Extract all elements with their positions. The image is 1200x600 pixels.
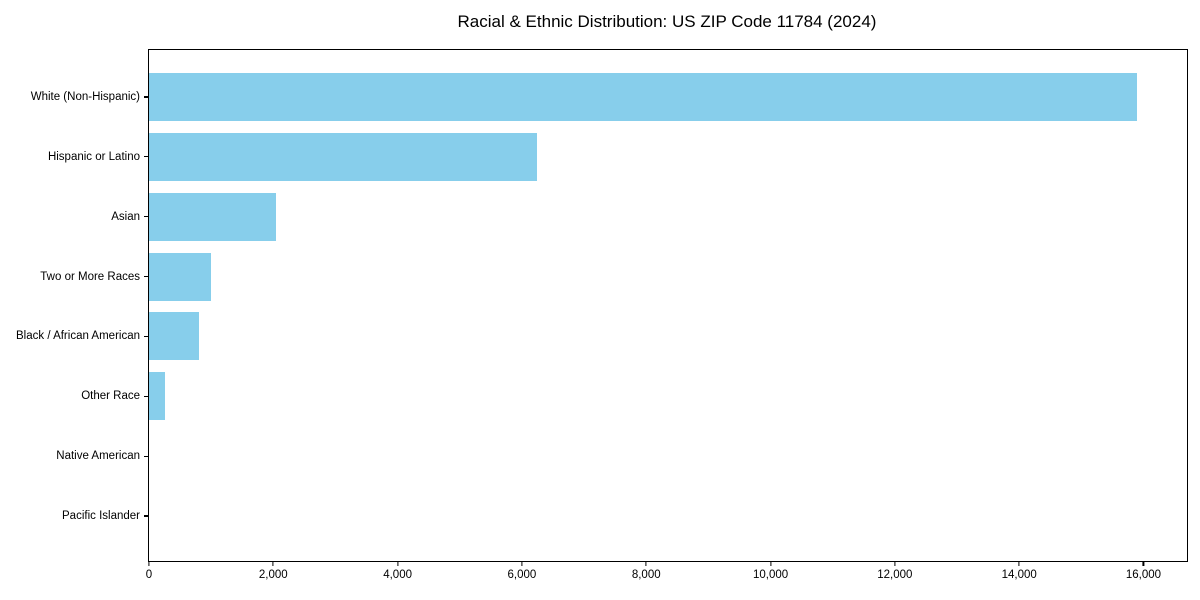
x-tick-mark — [645, 561, 647, 566]
y-tick-mark — [144, 96, 149, 98]
y-tick-mark — [144, 455, 149, 457]
y-tick-label: Two or More Races — [40, 270, 140, 283]
bar — [149, 73, 1138, 121]
y-tick-mark — [144, 395, 149, 397]
x-tick-label: 6,000 — [507, 569, 537, 581]
x-tick-mark — [894, 561, 896, 566]
y-tick-mark — [144, 216, 149, 218]
x-tick-label: 14,000 — [1001, 569, 1037, 581]
y-tick-label: Hispanic or Latino — [47, 150, 140, 163]
x-tick-label: 8,000 — [631, 569, 661, 581]
y-tick-mark — [144, 275, 149, 278]
x-tick-mark — [148, 561, 150, 566]
x-tick-mark — [769, 561, 772, 566]
bar — [149, 312, 199, 361]
y-tick-label: White (Non-Hispanic) — [30, 91, 140, 103]
y-tick-mark — [144, 335, 149, 337]
plot-area: White (Non-Hispanic) Hispanic or Latino As… — [16, 49, 1188, 581]
y-tick-mark — [144, 156, 149, 158]
x-tick-mark — [397, 561, 399, 566]
chart-title: Racial & Ethnic Distribution: US ZIP Cod… — [457, 12, 877, 31]
x-tick-label: 12,000 — [877, 569, 913, 581]
x-tick-mark — [1142, 561, 1145, 566]
x-tick-label: 16,000 — [1125, 569, 1162, 581]
x-tick-label: 10,000 — [752, 569, 789, 581]
x-tick-mark — [521, 561, 523, 566]
y-tick-mark — [144, 515, 149, 517]
y-tick-label: Native American — [56, 450, 140, 463]
x-tick-label: 2,000 — [258, 569, 288, 581]
y-tick-label: Black / African American — [16, 330, 140, 343]
x-tick-mark — [1018, 561, 1020, 566]
y-tick-label: Pacific Islander — [62, 509, 140, 522]
bar — [149, 132, 538, 181]
bar — [149, 192, 276, 241]
y-tick-label: Asian — [111, 210, 140, 223]
bar — [149, 252, 212, 301]
x-tick-mark — [272, 561, 274, 566]
x-tick-label: 0 — [145, 569, 153, 581]
y-tick-label: Other Race — [81, 390, 140, 403]
bar — [149, 372, 165, 421]
x-tick-label: 4,000 — [383, 569, 412, 581]
